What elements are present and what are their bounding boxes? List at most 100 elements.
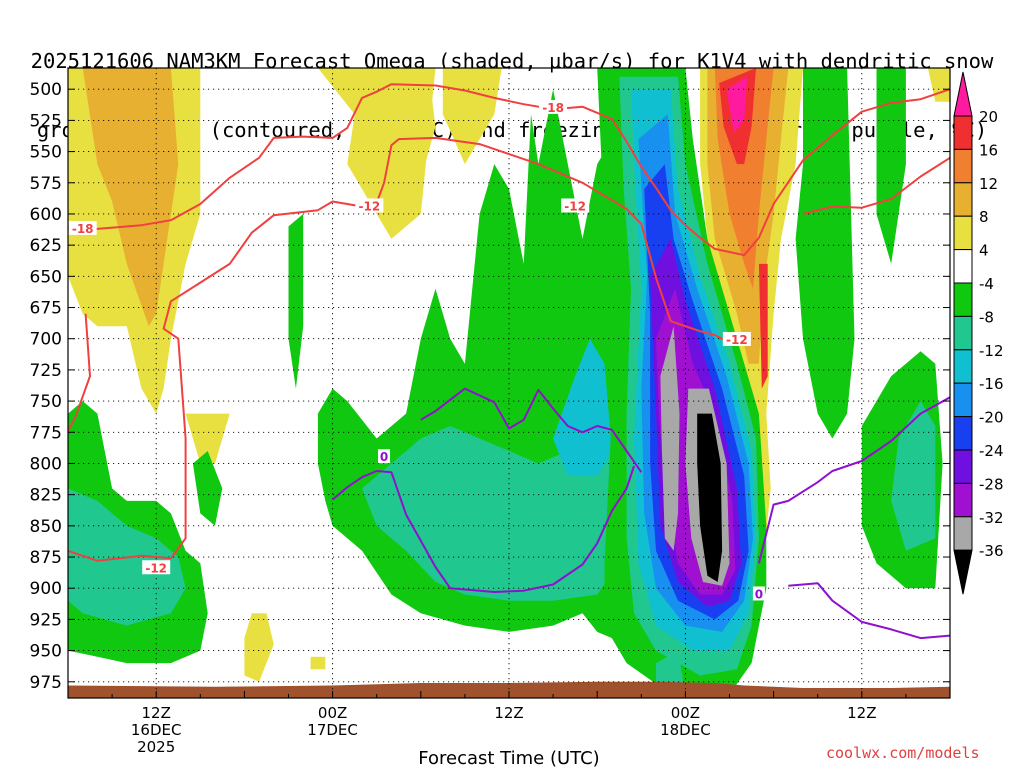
contour-label-bg-5 — [142, 560, 171, 575]
omega-region-descent-mid-2 — [442, 68, 502, 165]
contour-label-7: 0 — [755, 587, 763, 601]
contour-label-bg-4 — [722, 331, 751, 346]
y-tick-label-825: 825 — [30, 486, 62, 506]
y-tick-label-700: 700 — [30, 330, 62, 350]
contour-label-4: -12 — [726, 333, 748, 347]
pressure-axis: 500 525 550 575 600 625 650 675 700 725 750 775 800 8… — [30, 80, 950, 693]
colorbar-label-3: 8 — [979, 208, 989, 226]
colorbar-bin-9 — [953, 382, 973, 418]
contour-label-6: 0 — [380, 450, 388, 464]
contour-label-1: -12 — [359, 199, 381, 213]
colorbar-label-1: 16 — [979, 141, 998, 159]
colorbar-label-5: -4 — [979, 275, 994, 293]
colorbar-bin-bottom — [953, 549, 973, 595]
omega-region-ascent-core-7 — [660, 326, 680, 551]
y-tick-label-950: 950 — [30, 642, 62, 662]
colorbar-label-7: -12 — [979, 342, 1004, 360]
y-tick-label-800: 800 — [30, 454, 62, 474]
colorbar-label-12: -32 — [979, 509, 1004, 527]
y-tick-label-850: 850 — [30, 517, 62, 537]
omega-region-descent-mid-3 — [317, 68, 436, 239]
omega-region-ascent-column — [288, 214, 304, 389]
y-tick-label-625: 625 — [30, 236, 62, 256]
colorbar-bin-10 — [953, 416, 973, 451]
contour-label-0: -18 — [72, 222, 94, 236]
gridlines — [68, 68, 950, 698]
contour-labels: -18 -12 -18 -12 -12 -12 0 0 — [68, 99, 765, 601]
x-tick-label-6-0: 12Z — [142, 704, 171, 722]
colorbar-bin-11 — [953, 449, 973, 484]
colorbar-label-11: -28 — [979, 475, 1004, 493]
colorbar-label-0: 20 — [979, 108, 998, 126]
contour-label-bg-6 — [378, 449, 391, 464]
x-tick-label-42-1: 18DEC — [660, 721, 711, 739]
contour-label-5: -12 — [145, 561, 167, 575]
y-tick-label-875: 875 — [30, 548, 62, 568]
y-tick-label-550: 550 — [30, 143, 62, 163]
contour-label-bg-2 — [539, 99, 568, 114]
y-tick-label-500: 500 — [30, 80, 62, 100]
terrain-polygon — [68, 681, 950, 698]
x-tick-label-6-1: 16DEC — [131, 721, 182, 739]
omega-region-ascent-day2-core — [362, 426, 620, 601]
contour-line-4 — [331, 465, 635, 593]
colorbar-bin-7 — [953, 315, 973, 351]
contour-label-2: -18 — [542, 101, 564, 115]
x-tick-label-18-1: 17DEC — [307, 721, 358, 739]
omega-region-descent-left-core — [82, 68, 179, 327]
chart-title-line-1: 2025121606 NAM3KM Forecast Omega (shaded… — [30, 49, 994, 73]
colorbar-label-2: 12 — [979, 175, 998, 193]
colorbar-label-13: -36 — [979, 542, 1004, 560]
contour-line-7 — [788, 582, 950, 640]
omega-region-descent-right-edge — [927, 68, 950, 102]
contour-label-bg-3 — [561, 198, 590, 213]
colorbar-label-8: -16 — [979, 375, 1004, 393]
omega-region-descent-small-4 — [185, 413, 230, 464]
colorbar-label-9: -20 — [979, 409, 1004, 427]
contour-label-3: -12 — [564, 199, 586, 213]
y-tick-label-900: 900 — [30, 579, 62, 599]
colorbar-label-4: 4 — [979, 242, 989, 260]
x-tick-label-30-0: 12Z — [494, 704, 523, 722]
y-tick-label-925: 925 — [30, 610, 62, 630]
omega-region-ascent-right-2 — [876, 68, 906, 264]
omega-region-descent-small-3 — [310, 656, 326, 670]
terrain-fill — [68, 681, 950, 698]
credit-text: coolwx.com/models — [826, 744, 980, 762]
omega-shading — [68, 68, 950, 695]
omega-region-descent-main-16b — [758, 263, 768, 389]
contour-line-2 — [802, 156, 950, 215]
y-tick-label-775: 775 — [30, 423, 62, 443]
colorbar-bin-2 — [953, 148, 973, 184]
contour-line-0 — [68, 136, 730, 562]
x-tick-label-54-0: 12Z — [847, 704, 876, 722]
omega-region-descent-small-2 — [244, 613, 274, 682]
contour-line-5 — [420, 387, 643, 473]
contour-label-bg-7 — [752, 586, 765, 601]
omega-region-ascent-day2-inner — [553, 338, 612, 476]
y-tick-label-675: 675 — [30, 299, 62, 319]
colorbar-bin-3 — [953, 182, 973, 217]
y-tick-label-525: 525 — [30, 111, 62, 131]
colorbar-bin-13 — [953, 516, 973, 551]
contour-line-3 — [68, 313, 91, 432]
colorbar-bin-4 — [953, 215, 973, 251]
y-tick-label-750: 750 — [30, 392, 62, 412]
colorbar-bin-6 — [953, 282, 973, 317]
contour-label-bg-0 — [68, 220, 97, 235]
y-tick-label-725: 725 — [30, 361, 62, 381]
y-tick-label-575: 575 — [30, 174, 62, 194]
colorbar-bin-8 — [953, 349, 973, 384]
x-tick-label-6-2: 2025 — [137, 738, 175, 756]
colorbar-bin-top — [953, 71, 973, 117]
contour-line-6 — [757, 396, 950, 564]
y-tick-label-650: 650 — [30, 267, 62, 287]
omega-region-descent-main-20 — [726, 76, 748, 133]
omega-region-ascent-right — [795, 68, 855, 439]
y-tick-label-600: 600 — [30, 205, 62, 225]
omega-region-ascent-small — [192, 451, 223, 526]
x-tick-label-18-0: 00Z — [318, 704, 347, 722]
colorbar-label-6: -8 — [979, 308, 994, 326]
